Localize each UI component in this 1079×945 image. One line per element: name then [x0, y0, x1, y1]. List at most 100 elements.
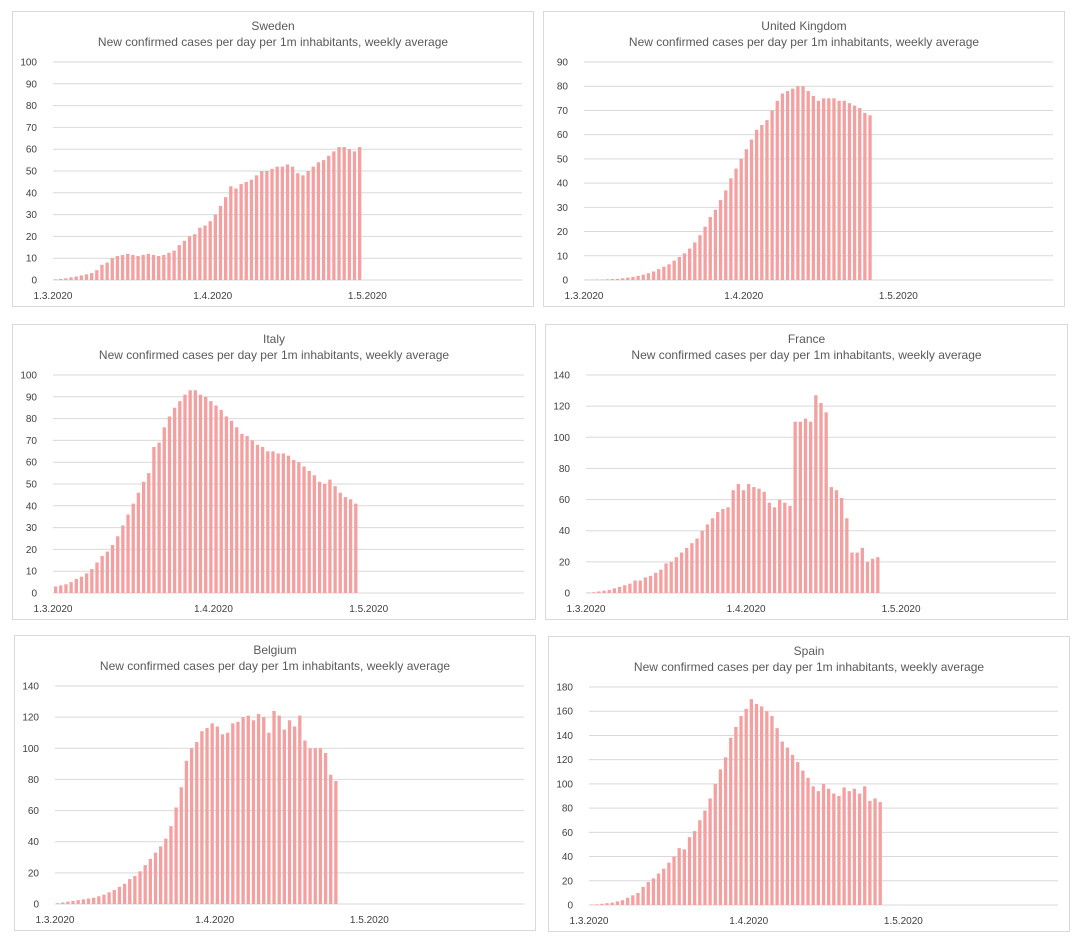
bar [677, 848, 681, 905]
y-tick-label: 0 [562, 276, 568, 287]
bar [323, 752, 328, 904]
bar [754, 703, 759, 905]
bar [226, 732, 230, 904]
bar [631, 895, 635, 905]
bar [162, 254, 166, 280]
bar [277, 715, 281, 904]
bar [100, 555, 104, 593]
bar [213, 214, 217, 280]
bar [765, 120, 769, 280]
bar [301, 175, 305, 280]
bar [81, 899, 85, 904]
bar [690, 543, 694, 593]
bar [272, 710, 276, 904]
bar [605, 903, 609, 905]
bar [110, 545, 115, 593]
y-tick-label: 50 [26, 167, 38, 178]
bar [638, 580, 642, 593]
bar [662, 868, 666, 905]
bar [198, 227, 202, 280]
bar [229, 420, 234, 593]
bar-chart: Spain New confirmed cases per day per 1m … [556, 644, 1058, 927]
bar [200, 731, 204, 904]
bar [66, 901, 70, 904]
y-tick-label: 30 [26, 523, 38, 534]
bar [138, 871, 142, 904]
x-tick-label: 1.4.2020 [194, 604, 233, 615]
bar [682, 253, 687, 280]
x-tick-label: 1.3.2020 [34, 604, 73, 615]
bar [327, 155, 331, 280]
bar [209, 401, 213, 593]
bar [323, 484, 327, 593]
bar [783, 502, 787, 593]
bar [729, 737, 733, 905]
bar [729, 178, 733, 280]
bar [354, 503, 358, 593]
bar [153, 852, 158, 904]
bar [116, 536, 120, 593]
bar [726, 507, 730, 593]
bar [705, 524, 710, 593]
bar [328, 479, 332, 593]
bar [262, 717, 266, 904]
bar [164, 838, 168, 904]
bar [147, 473, 151, 593]
bar [293, 726, 297, 904]
bar [281, 453, 285, 593]
bar [298, 715, 302, 904]
bar [850, 552, 854, 593]
bar [229, 186, 233, 280]
bar [122, 883, 127, 904]
bar [654, 572, 658, 593]
bar [698, 235, 702, 280]
bar [803, 418, 808, 593]
bar [219, 409, 223, 593]
bar [157, 442, 161, 593]
y-tick-label: 60 [26, 458, 38, 469]
bar [747, 484, 751, 593]
bar [602, 590, 606, 593]
bar [193, 390, 197, 593]
bar [187, 236, 192, 280]
bar [648, 575, 653, 593]
bar [870, 558, 875, 593]
y-tick-label: 40 [562, 852, 574, 863]
bar [235, 427, 239, 593]
bar [282, 729, 286, 904]
bar [878, 802, 882, 905]
bar [303, 740, 307, 904]
bar [177, 245, 181, 280]
y-tick-label: 20 [26, 232, 38, 243]
bar [734, 726, 738, 905]
bar [827, 788, 831, 905]
bar [92, 897, 96, 904]
bar [852, 788, 857, 905]
bar [107, 892, 111, 904]
chart-panel-france: France New confirmed cases per day per 1m… [545, 324, 1068, 620]
bar-chart: Sweden New confirmed cases per day per 1m… [20, 19, 522, 302]
bar-chart: United Kingdom New confirmed cases per da… [557, 19, 1053, 302]
y-tick-label: 0 [564, 589, 570, 600]
bar [847, 103, 852, 280]
bar [695, 538, 699, 593]
bar [332, 151, 336, 280]
x-tick-label: 1.4.2020 [729, 916, 768, 927]
y-tick-label: 80 [557, 82, 569, 93]
chart-subtitle: New confirmed cases per day per 1m inhab… [634, 660, 985, 674]
bar [115, 256, 120, 280]
bar [775, 728, 779, 905]
bar [863, 786, 867, 905]
bar [297, 462, 301, 593]
x-tick-label: 1.4.2020 [727, 604, 766, 615]
bar [713, 209, 718, 280]
bar [739, 158, 743, 280]
bar [824, 412, 828, 593]
bar [765, 711, 769, 905]
bar [157, 256, 161, 280]
chart-panel-united-kingdom: United Kingdom New confirmed cases per da… [543, 11, 1065, 307]
bar [693, 831, 697, 905]
bar [772, 507, 777, 593]
bar [597, 591, 601, 593]
chart-subtitle: New confirmed cases per day per 1m inhab… [631, 348, 982, 362]
